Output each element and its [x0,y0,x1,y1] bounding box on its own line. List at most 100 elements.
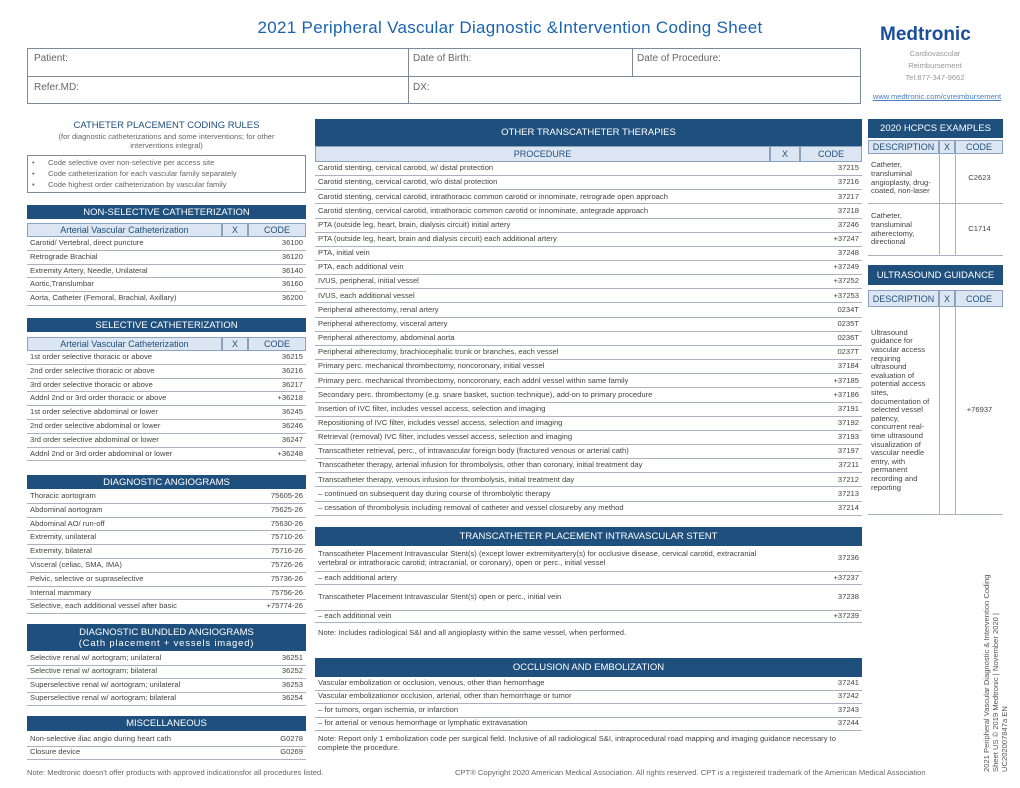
row-x [770,360,800,375]
row-description: Closure device [27,747,222,760]
row-x [222,379,248,393]
logo-line: Reimbursement [908,61,962,70]
form-label: Refer.MD: [34,82,80,93]
form-label: Patient: [34,53,68,64]
row-code: +75774-26 [248,600,306,615]
row-x [222,251,248,265]
row-x [222,559,248,573]
row-description: IVUS, peripheral, initial vessel [315,275,770,290]
row-description: Abdominal aortogram [27,504,222,518]
row-code: 37238 [800,585,862,611]
row-code: 75726-26 [248,559,306,573]
row-description: Carotid stenting, cervical carotid, intr… [315,190,770,205]
rule-item: Code highest order catheterization by va… [48,180,227,189]
row-x [770,204,800,219]
row-description: Visceral (celiac, SMA, IMA) [27,559,222,573]
row-description: 2nd order selective abdominal or lower [27,420,222,434]
row-x [770,572,800,585]
row-x [222,693,248,706]
page-title: 2021 Peripheral Vascular Diagnostic &Int… [257,18,763,37]
row-x [222,265,248,279]
section-title: TRANSCATHETER PLACEMENT INTRAVASCULAR ST… [315,527,862,546]
column-header: Arterial Vascular Catheterization [27,337,222,351]
section-title-text: OTHER TRANSCATHETER THERAPIES [501,127,676,138]
row-code: 36245 [248,406,306,420]
row-code: 37213 [800,487,862,502]
row-x [222,545,248,559]
row-description: Aortic,Translumbar [27,278,222,293]
row-description: – each additional artery [315,572,770,585]
column-header: CODE [248,337,306,351]
row-code: 0237T [800,346,862,361]
row-x [222,587,248,601]
row-code: +37252 [800,275,862,290]
row-description: Catheter, transluminal atherectomy, dire… [868,204,939,256]
row-description: Peripheral atherectomy, renal artery [315,304,770,318]
row-code: 75736-26 [248,573,306,587]
row-x [770,431,800,445]
section-title-text: MISCELLANEOUS [126,718,207,729]
column-header: PROCEDURE [315,146,770,162]
column-header: CODE [248,223,306,237]
column-header: CODE [955,140,1003,154]
row-description: Carotid stenting, cervical carotid, intr… [315,204,770,219]
row-code: +37185 [800,374,862,389]
row-x [222,406,248,420]
row-code: 37184 [800,360,862,375]
row-code: 36160 [248,278,306,293]
row-code: 36215 [248,351,306,365]
section-title: SELECTIVE CATHETERIZATION [27,318,306,332]
note: Note: Includes radiological S&I and all … [318,627,627,637]
row-description: Selective renal w/ aortogram; unilateral [27,652,222,666]
section-title-text: NON-SELECTIVE CATHETERIZATION [83,206,250,218]
row-code: 37192 [800,417,862,431]
bullet: • [32,169,35,178]
section-title: OCCLUSION AND EMBOLIZATION [315,658,862,677]
row-x [770,304,800,318]
bullet: • [32,158,35,167]
row-x [770,403,800,417]
row-code: 36200 [248,292,306,306]
row-code: 75756-26 [248,587,306,601]
row-code: 36120 [248,251,306,265]
column-header: X [770,146,800,162]
row-description: PTA, initial vein [315,247,770,262]
row-description: Addnl 2nd or 3rd order thoracic or above [27,392,222,407]
row-code: +37237 [800,572,862,585]
row-description: PTA (outside leg, heart, brain, dialysis… [315,219,770,233]
row-description: Abdominal AO/ run-off [27,518,222,532]
row-x [770,417,800,431]
row-description: Carotid stenting, cervical carotid, w/o … [315,176,770,191]
row-x [770,219,800,233]
row-code: +37249 [800,261,862,276]
section-title: MISCELLANEOUS [27,716,306,731]
row-description: Catheter, transluminal angioplasty, drug… [868,154,939,204]
logo-line: Cardiovascular [909,49,961,58]
row-x [770,233,800,247]
logo-line: Tel.877-347-9662 [905,73,965,82]
row-description: 3rd order selective abdominal or lower [27,434,222,448]
note: Note: Report only 1 embolization code pe… [318,734,836,752]
row-code: 37241 [800,677,862,691]
row-x [770,445,800,460]
section-title-text: ULTRASOUND GUIDANCE [876,269,995,281]
row-description: 1st order selective thoracic or above [27,351,222,365]
row-code: 37215 [800,162,862,177]
row-code: +76937 [955,307,1003,515]
column-header: Arterial Vascular Catheterization [27,223,222,237]
row-description: Selective, each additional vessel after … [27,600,222,615]
row-x [222,573,248,587]
row-code: 36100 [248,237,306,251]
row-description: Extremity Artery, Needle, Unilateral [27,265,222,279]
form-label: Date of Procedure: [637,53,721,64]
row-description: Selective renal w/ aortogram; bilateral [27,666,222,679]
row-x [222,392,248,407]
row-code: 0236T [800,332,862,346]
row-code: +36218 [248,392,306,407]
row-x [770,289,800,304]
row-code: +36248 [248,448,306,462]
row-x [770,502,800,516]
row-x [770,332,800,346]
row-x [770,346,800,361]
